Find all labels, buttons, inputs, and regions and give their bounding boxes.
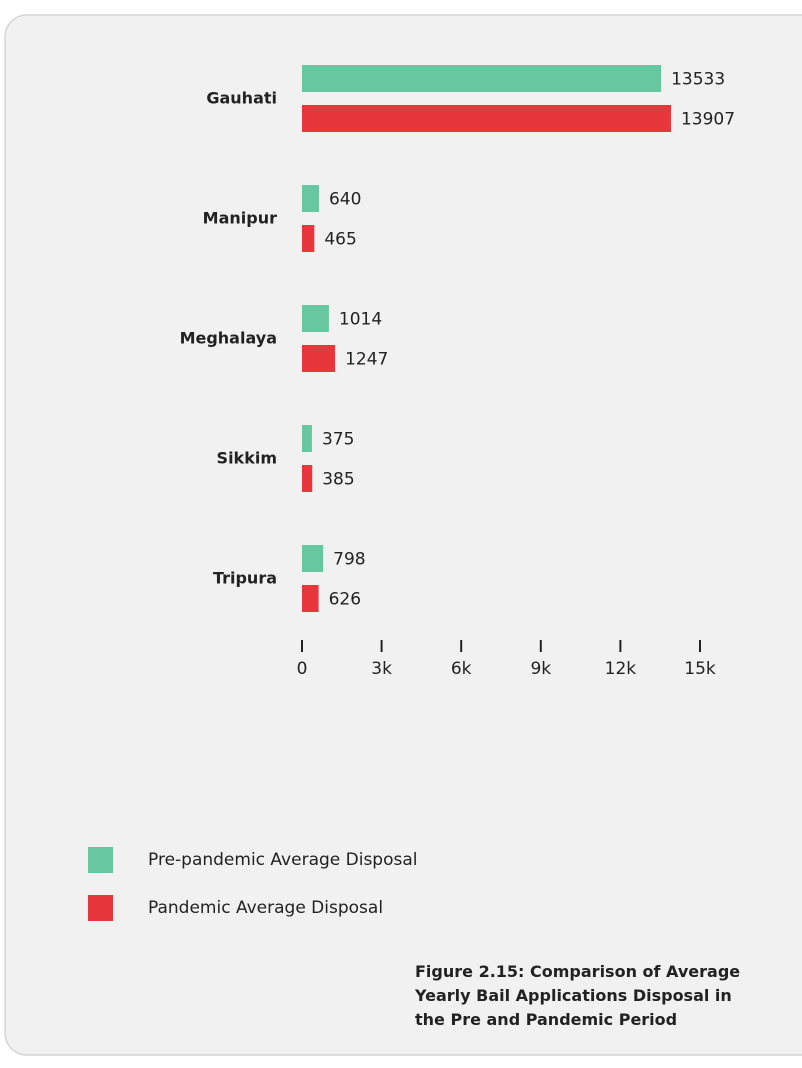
value-label: 1014	[339, 310, 382, 330]
bar	[302, 185, 319, 212]
value-label: 13907	[681, 110, 735, 130]
bar	[302, 225, 315, 252]
bar	[302, 105, 671, 132]
value-label: 640	[329, 190, 361, 210]
category-label: Manipur	[203, 209, 277, 228]
bar	[302, 465, 313, 492]
bar	[302, 425, 312, 452]
x-tick-label: 0	[297, 659, 308, 679]
value-label: 626	[329, 590, 361, 610]
x-tick-label: 3k	[371, 659, 392, 679]
category-label: Gauhati	[206, 89, 277, 108]
category-label: Meghalaya	[180, 329, 277, 348]
x-tick-label: 12k	[605, 659, 637, 679]
value-label: 385	[322, 470, 354, 490]
x-tick-label: 6k	[451, 659, 472, 679]
bar	[302, 305, 329, 332]
value-label: 375	[322, 430, 354, 450]
bar	[302, 585, 319, 612]
category-label: Sikkim	[217, 449, 277, 468]
bar	[302, 65, 662, 92]
legend-label: Pre-pandemic Average Disposal	[148, 850, 418, 870]
value-label: 13533	[671, 70, 725, 90]
caption: Figure 2.15: Comparison of Average Yearl…	[415, 962, 741, 1029]
value-label: 1247	[345, 350, 388, 370]
bar	[302, 345, 336, 372]
bar	[302, 545, 324, 572]
x-tick-label: 15k	[684, 659, 716, 679]
card	[4, 14, 802, 1056]
value-label: 798	[333, 550, 365, 570]
legend-swatch	[88, 895, 113, 921]
legend-swatch	[88, 847, 113, 873]
value-label: 465	[324, 230, 356, 250]
legend-label: Pandemic Average Disposal	[148, 898, 383, 918]
x-tick-label: 9k	[530, 659, 551, 679]
category-label: Tripura	[213, 569, 277, 588]
